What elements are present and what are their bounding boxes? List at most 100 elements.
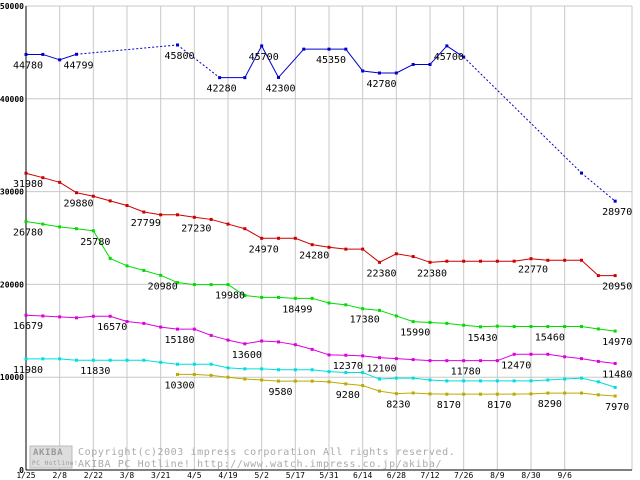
series-3-point: [428, 320, 432, 324]
data-label: 24970: [249, 244, 279, 255]
series-6-point: [293, 379, 297, 383]
series-1-point: [428, 62, 432, 66]
series-2-segment: [514, 258, 532, 262]
series-6-point: [411, 391, 415, 395]
series-4-point: [142, 321, 146, 325]
series-4-point: [378, 356, 381, 360]
series-6-segment: [345, 383, 363, 387]
series-4-point: [580, 357, 583, 361]
series-6-point: [546, 391, 550, 395]
series-5-point: [529, 379, 533, 383]
series-4-segment: [379, 357, 397, 360]
series-4-segment: [345, 354, 363, 357]
series-1-segment: [244, 45, 263, 78]
series-6-point: [260, 378, 264, 382]
series-2-segment: [379, 253, 397, 263]
data-label: 8290: [538, 399, 562, 410]
series-6-point: [529, 392, 533, 396]
data-label: 7970: [605, 402, 629, 413]
series-3-point: [192, 283, 196, 287]
series-5-point: [394, 376, 398, 380]
series-4-point: [58, 315, 62, 319]
series-4-segment: [261, 340, 279, 343]
series-5-point: [58, 357, 62, 361]
series-4-point: [260, 339, 264, 343]
series-4-segment: [396, 358, 414, 361]
data-label: 16570: [97, 322, 127, 333]
data-label: 11980: [13, 365, 43, 376]
series-3-segment: [463, 324, 481, 328]
series-4-point: [344, 353, 348, 357]
series-6-segment: [211, 374, 229, 378]
series-3-point: [75, 227, 78, 231]
series-6-point: [495, 392, 499, 396]
data-label: 31980: [13, 179, 43, 190]
series-2-point: [75, 191, 78, 195]
x-tick-label: 9/6: [557, 471, 572, 480]
data-label: 22380: [366, 268, 396, 279]
series-2-segment: [429, 260, 447, 263]
series-3-segment: [345, 304, 363, 310]
series-3-segment: [244, 295, 262, 298]
y-tick-label: 0: [19, 466, 24, 475]
series-5-segment: [429, 379, 447, 382]
series-3-point: [125, 264, 129, 268]
series-1-point: [277, 75, 280, 79]
series-2-point: [445, 259, 449, 263]
data-label: 13600: [232, 350, 262, 361]
data-label: 15460: [535, 333, 565, 344]
data-label: 25780: [80, 237, 110, 248]
series-2-point: [361, 247, 365, 251]
series-4-segment: [362, 355, 380, 359]
x-tick-label: 4/19: [218, 471, 237, 480]
series-4-point: [479, 359, 482, 363]
series-4-point: [24, 313, 28, 317]
series-4-point: [495, 359, 499, 363]
series-5-point: [277, 368, 280, 372]
series-5-point: [75, 358, 78, 362]
series-5-segment: [547, 378, 565, 381]
series-5-point: [226, 366, 230, 370]
series-5-point: [327, 370, 331, 374]
series-2-segment: [25, 172, 43, 179]
series-2-point: [243, 227, 247, 231]
series-6-segment: [194, 373, 212, 376]
akiba-logo-top: AKIBA: [33, 448, 63, 458]
series-3-segment: [446, 322, 464, 326]
series-5-point: [260, 367, 264, 371]
series-3-point: [159, 273, 163, 277]
series-3-segment: [312, 297, 330, 304]
series-2-point: [596, 274, 600, 278]
series-1-segment: [345, 48, 364, 72]
series-4-point: [428, 359, 432, 363]
x-tick-label: 5/2: [254, 471, 269, 480]
series-3-segment: [109, 257, 128, 267]
series-1-segment: [581, 172, 616, 202]
series-4-point: [226, 338, 230, 342]
series-2-segment: [396, 253, 414, 258]
data-label: 45800: [164, 51, 194, 62]
series-2-point: [293, 236, 297, 240]
series-3-segment: [76, 228, 94, 232]
copyright-watermark: AKIBA PC Hotline! Copyright(c)2003 impre…: [29, 445, 455, 470]
data-label: 12100: [366, 364, 396, 375]
data-label: 12470: [501, 360, 531, 371]
series-5-point: [613, 385, 617, 389]
data-label: 15430: [467, 333, 497, 344]
data-label: 20950: [602, 282, 632, 293]
series-5-segment: [59, 358, 77, 361]
series-4-point: [209, 333, 213, 337]
series-2-segment: [110, 200, 128, 207]
akiba-logo-bottom: PC Hotline!: [32, 460, 78, 467]
series-1-point: [344, 47, 348, 51]
series-2-point: [209, 217, 213, 221]
series-3-point: [176, 281, 179, 285]
series-2-point: [41, 176, 45, 180]
series-5-point: [176, 362, 179, 366]
series-2-point: [91, 194, 95, 198]
x-tick-label: 6/28: [387, 471, 406, 480]
series-4-segment: [194, 328, 212, 336]
series-1-segment: [42, 53, 60, 61]
series-5-point: [91, 358, 95, 362]
